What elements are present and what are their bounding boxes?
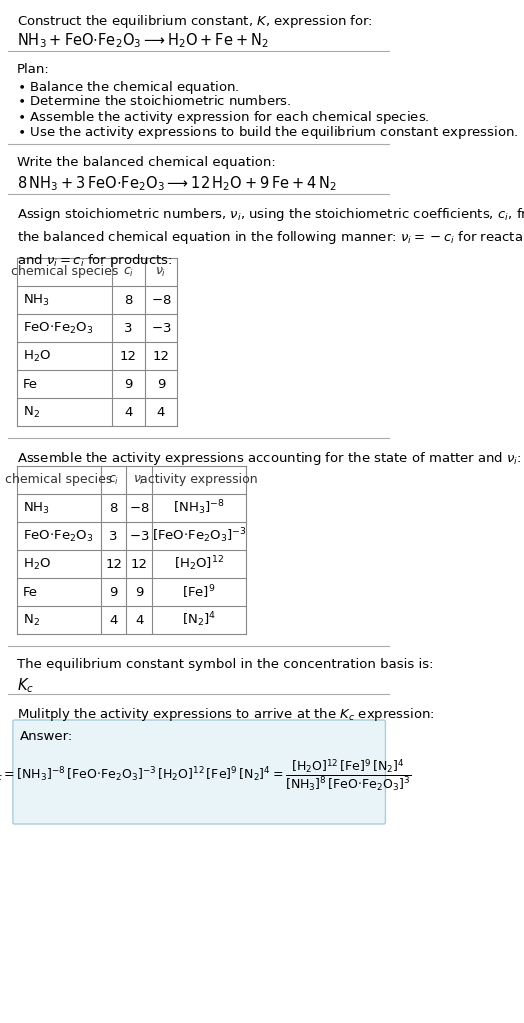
Text: 4: 4 bbox=[157, 405, 165, 418]
Text: The equilibrium constant symbol in the concentration basis is:: The equilibrium constant symbol in the c… bbox=[17, 658, 434, 671]
Text: 12: 12 bbox=[152, 350, 169, 362]
Text: 4: 4 bbox=[135, 614, 143, 626]
Text: 9: 9 bbox=[157, 377, 165, 391]
Text: Fe: Fe bbox=[23, 377, 38, 391]
Text: $\nu_i$: $\nu_i$ bbox=[134, 474, 145, 487]
Text: 4: 4 bbox=[110, 614, 118, 626]
Text: $[\mathrm{NH_3}]^{-8}$: $[\mathrm{NH_3}]^{-8}$ bbox=[173, 498, 225, 518]
Text: 8: 8 bbox=[124, 294, 133, 307]
Text: $\nu_i$: $\nu_i$ bbox=[155, 265, 167, 278]
Text: $\mathrm{8\,NH_3 + 3\,FeO{\cdot}Fe_2O_3 \longrightarrow 12\,H_2O + 9\,Fe + 4\,N_: $\mathrm{8\,NH_3 + 3\,FeO{\cdot}Fe_2O_3 … bbox=[17, 174, 337, 192]
Text: $K_c = [\mathrm{NH_3}]^{-8}\,[\mathrm{FeO{\cdot}Fe_2O_3}]^{-3}\,[\mathrm{H_2O}]^: $K_c = [\mathrm{NH_3}]^{-8}\,[\mathrm{Fe… bbox=[0, 757, 411, 793]
Text: $\mathrm{FeO{\cdot}Fe_2O_3}$: $\mathrm{FeO{\cdot}Fe_2O_3}$ bbox=[23, 529, 93, 543]
Text: $[\mathrm{Fe}]^{9}$: $[\mathrm{Fe}]^{9}$ bbox=[182, 583, 216, 601]
Text: chemical species: chemical species bbox=[5, 474, 113, 487]
Text: 12: 12 bbox=[119, 350, 137, 362]
Text: 9: 9 bbox=[135, 585, 143, 598]
Text: chemical species: chemical species bbox=[11, 266, 118, 278]
Text: 3: 3 bbox=[110, 530, 118, 542]
Text: 4: 4 bbox=[124, 405, 133, 418]
Text: 3: 3 bbox=[124, 321, 133, 335]
Text: $-3$: $-3$ bbox=[151, 321, 171, 335]
Text: Mulitply the activity expressions to arrive at the $K_c$ expression:: Mulitply the activity expressions to arr… bbox=[17, 706, 435, 723]
Text: $c_i$: $c_i$ bbox=[123, 265, 134, 278]
Text: Write the balanced chemical equation:: Write the balanced chemical equation: bbox=[17, 155, 276, 169]
Text: $\mathrm{H_2O}$: $\mathrm{H_2O}$ bbox=[23, 557, 51, 572]
Text: $-8$: $-8$ bbox=[150, 294, 171, 307]
Text: 12: 12 bbox=[130, 558, 148, 571]
Text: $\bullet$ Balance the chemical equation.: $\bullet$ Balance the chemical equation. bbox=[17, 79, 239, 96]
Text: $[\mathrm{FeO{\cdot}Fe_2O_3}]^{-3}$: $[\mathrm{FeO{\cdot}Fe_2O_3}]^{-3}$ bbox=[152, 527, 246, 545]
Text: Assign stoichiometric numbers, $\nu_i$, using the stoichiometric coefficients, $: Assign stoichiometric numbers, $\nu_i$, … bbox=[17, 206, 524, 269]
Text: Assemble the activity expressions accounting for the state of matter and $\nu_i$: Assemble the activity expressions accoun… bbox=[17, 450, 522, 468]
Text: 8: 8 bbox=[110, 501, 118, 515]
Text: $\mathrm{NH_3}$: $\mathrm{NH_3}$ bbox=[23, 500, 50, 516]
Text: $-8$: $-8$ bbox=[129, 501, 149, 515]
Text: $\mathrm{H_2O}$: $\mathrm{H_2O}$ bbox=[23, 349, 51, 363]
Text: Answer:: Answer: bbox=[20, 730, 73, 743]
Text: $c_i$: $c_i$ bbox=[108, 474, 119, 487]
Text: Construct the equilibrium constant, $K$, expression for:: Construct the equilibrium constant, $K$,… bbox=[17, 13, 373, 30]
Text: $\bullet$ Use the activity expressions to build the equilibrium constant express: $\bullet$ Use the activity expressions t… bbox=[17, 124, 519, 141]
Text: $-3$: $-3$ bbox=[129, 530, 149, 542]
Text: $\mathrm{NH_3 + FeO{\cdot}Fe_2O_3 \longrightarrow H_2O + Fe + N_2}$: $\mathrm{NH_3 + FeO{\cdot}Fe_2O_3 \longr… bbox=[17, 31, 269, 50]
Text: Fe: Fe bbox=[23, 585, 38, 598]
Text: $\mathrm{N_2}$: $\mathrm{N_2}$ bbox=[23, 404, 40, 419]
FancyBboxPatch shape bbox=[13, 720, 386, 824]
Text: $\mathrm{NH_3}$: $\mathrm{NH_3}$ bbox=[23, 293, 50, 308]
Text: $\bullet$ Assemble the activity expression for each chemical species.: $\bullet$ Assemble the activity expressi… bbox=[17, 109, 430, 126]
Text: Plan:: Plan: bbox=[17, 63, 50, 76]
Text: 9: 9 bbox=[124, 377, 133, 391]
Text: $\mathrm{FeO{\cdot}Fe_2O_3}$: $\mathrm{FeO{\cdot}Fe_2O_3}$ bbox=[23, 320, 93, 336]
Text: $\bullet$ Determine the stoichiometric numbers.: $\bullet$ Determine the stoichiometric n… bbox=[17, 94, 292, 108]
Text: activity expression: activity expression bbox=[140, 474, 258, 487]
Text: $\mathrm{N_2}$: $\mathrm{N_2}$ bbox=[23, 613, 40, 627]
Text: $K_c$: $K_c$ bbox=[17, 676, 34, 695]
Text: $[\mathrm{H_2O}]^{12}$: $[\mathrm{H_2O}]^{12}$ bbox=[174, 554, 224, 573]
Text: 9: 9 bbox=[110, 585, 118, 598]
Text: $[\mathrm{N_2}]^{4}$: $[\mathrm{N_2}]^{4}$ bbox=[182, 611, 216, 629]
Text: 12: 12 bbox=[105, 558, 122, 571]
